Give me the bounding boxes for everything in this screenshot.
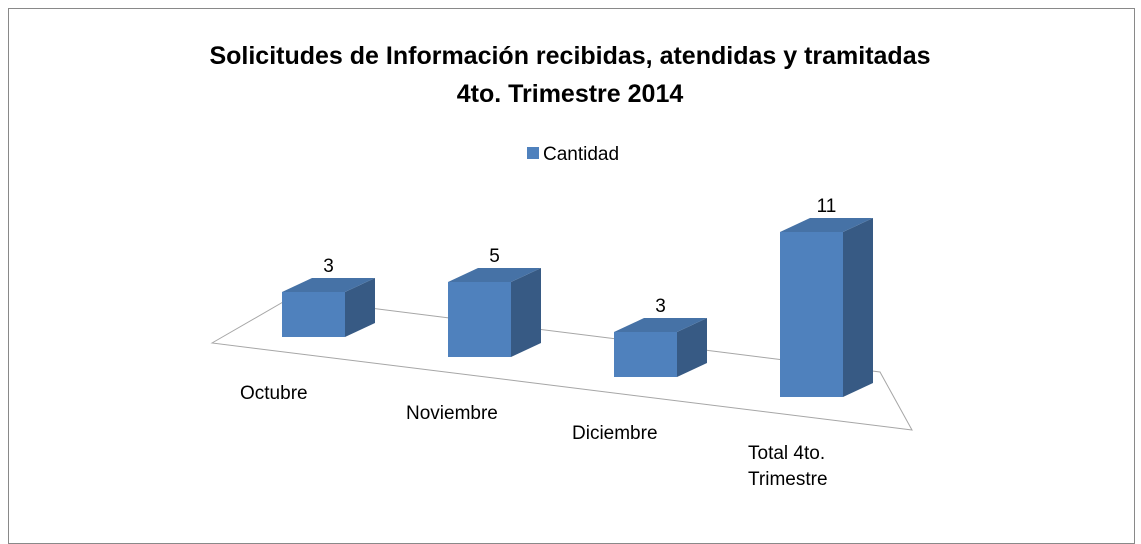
data-label: 3 [323, 256, 334, 277]
chart-border [8, 8, 1135, 544]
x-tick-label: Diciembre [572, 423, 658, 444]
bar-side [843, 218, 873, 397]
bar [780, 232, 843, 397]
bar [282, 292, 345, 337]
legend-label: Cantidad [543, 144, 619, 165]
bar-side [345, 278, 375, 337]
data-label: 3 [655, 296, 666, 317]
bar-top [614, 318, 707, 332]
bar-top [282, 278, 375, 292]
bar [614, 332, 677, 377]
bar-side [677, 318, 707, 377]
chart-title: Solicitudes de Información recibidas, at… [209, 42, 930, 70]
chart-title: 4to. Trimestre 2014 [457, 80, 684, 108]
legend-swatch [527, 147, 539, 159]
bar-side [511, 268, 541, 357]
floor [210, 297, 913, 431]
bar-top [448, 268, 541, 282]
x-tick-label: Total 4to. Trimestre [748, 443, 828, 490]
bar-top [780, 218, 873, 232]
data-label: 11 [817, 196, 837, 217]
bar [448, 282, 511, 357]
x-tick-label: Octubre [240, 383, 308, 404]
x-tick-label: Noviembre [406, 403, 498, 424]
data-label: 5 [489, 246, 500, 267]
